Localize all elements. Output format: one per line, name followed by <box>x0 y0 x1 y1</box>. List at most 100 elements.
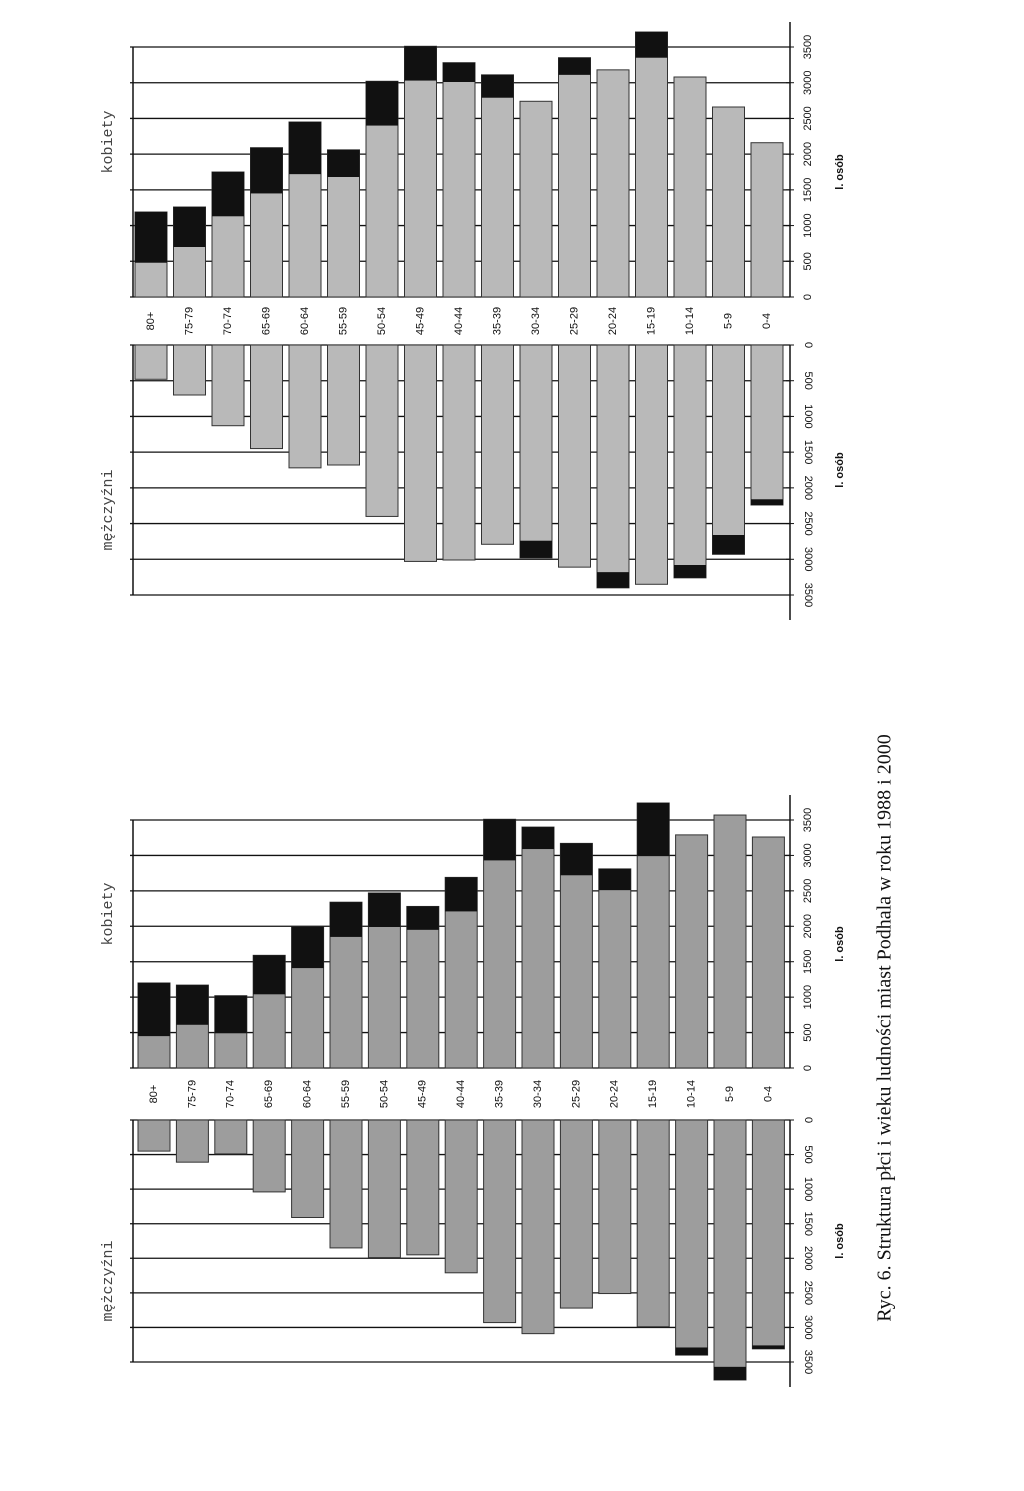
y-tick-label: 1000 <box>802 213 814 237</box>
bar <box>291 1119 325 1218</box>
y-tick-label: 500 <box>802 372 814 390</box>
bar-excess <box>327 149 360 177</box>
category-label: 25-29 <box>568 307 580 335</box>
bar <box>673 344 707 579</box>
y-tick-label: 0 <box>802 1065 814 1071</box>
bar-excess <box>558 57 591 75</box>
bar-excess <box>714 1366 746 1380</box>
bar <box>211 344 245 427</box>
bar <box>329 1119 363 1249</box>
category-label: 55-59 <box>337 307 349 335</box>
bar-excess <box>598 868 631 891</box>
y-tick-label: 3500 <box>802 583 814 607</box>
category-label: 35-39 <box>494 1080 506 1108</box>
y-tick-label: 3000 <box>802 547 814 571</box>
bar <box>481 344 514 545</box>
bar-excess <box>366 81 398 126</box>
category-label: 80+ <box>145 312 157 331</box>
y-tick-label: 2500 <box>802 1281 814 1305</box>
category-label: 75-79 <box>183 307 195 335</box>
category-label: 5-9 <box>724 1086 736 1102</box>
bar <box>442 62 476 298</box>
category-label: 80+ <box>148 1085 160 1104</box>
bar-excess <box>135 212 167 263</box>
bar <box>521 826 555 1069</box>
bar-excess <box>481 74 514 98</box>
bar-excess <box>291 926 324 969</box>
bar <box>596 344 630 589</box>
category-label: 30-34 <box>532 1080 544 1108</box>
axis-unit-label: l. osób <box>834 926 846 962</box>
y-tick-label: 2000 <box>802 1246 814 1270</box>
series-label: kobiety <box>100 110 117 173</box>
bar <box>712 344 745 555</box>
category-label: 20-24 <box>609 1080 621 1108</box>
bar-excess <box>520 540 552 558</box>
bar <box>327 344 360 466</box>
category-label: 15-19 <box>645 307 657 335</box>
category-label: 60-64 <box>299 307 311 335</box>
y-tick-label: 1500 <box>802 949 814 973</box>
y-tick-label: 3000 <box>802 1315 814 1339</box>
y-tick-label: 0 <box>802 294 814 300</box>
y-tick-label: 3000 <box>802 70 814 94</box>
category-label: 0-4 <box>762 1086 774 1102</box>
y-tick-label: 2000 <box>802 142 814 166</box>
category-label: 70-74 <box>225 1080 237 1108</box>
axis-unit-label: l. osób <box>834 154 846 190</box>
bar <box>751 836 785 1069</box>
bar <box>175 1119 209 1163</box>
bar-excess <box>212 172 244 217</box>
bar-excess <box>443 62 475 82</box>
bar-excess <box>751 499 783 505</box>
bar-excess <box>635 32 668 58</box>
y-tick-label: 500 <box>802 1145 814 1163</box>
y-tick-label: 1000 <box>802 985 814 1009</box>
y-tick-label: 500 <box>802 252 814 270</box>
figure-caption: Ryc. 6. Struktura płci i wieku ludności … <box>874 734 896 1321</box>
bar <box>406 1119 440 1256</box>
bar <box>483 1119 517 1324</box>
y-tick-label: 1500 <box>802 178 814 202</box>
bar-excess <box>406 906 439 930</box>
bar <box>250 344 283 450</box>
category-label: 50-54 <box>376 307 388 335</box>
y-tick-label: 1500 <box>802 1211 814 1235</box>
y-tick-label: 3500 <box>802 1350 814 1374</box>
bar-excess <box>752 1345 785 1349</box>
bar-excess <box>674 565 706 578</box>
bar <box>367 1119 401 1259</box>
bar-excess <box>483 819 516 861</box>
series-label: mężczyźni <box>100 1240 117 1321</box>
bar <box>675 1119 709 1356</box>
bar <box>558 344 591 568</box>
category-label: 45-49 <box>414 307 426 335</box>
y-tick-label: 3000 <box>802 843 814 867</box>
bar <box>713 814 747 1069</box>
axis-unit-label: l. osób <box>834 452 846 488</box>
bar-excess <box>250 147 283 194</box>
category-label: 10-14 <box>686 1080 698 1108</box>
y-tick-label: 1500 <box>802 440 814 464</box>
bar <box>713 1119 747 1381</box>
category-label: 45-49 <box>417 1080 429 1108</box>
bar <box>404 344 437 562</box>
y-tick-label: 0 <box>802 1117 814 1123</box>
bar-excess <box>597 572 629 588</box>
bar <box>365 344 399 517</box>
bar <box>635 344 668 585</box>
bar <box>750 142 784 298</box>
category-label: 70-74 <box>222 307 234 335</box>
bar <box>404 45 437 298</box>
y-tick-label: 2500 <box>802 106 814 130</box>
bar <box>712 106 745 298</box>
category-label: 5-9 <box>722 313 734 329</box>
bar <box>598 1119 632 1295</box>
bar-excess <box>712 535 745 555</box>
bar <box>751 1119 785 1350</box>
bar <box>596 69 630 298</box>
category-label: 40-44 <box>455 1080 467 1108</box>
bar <box>675 834 709 1069</box>
bar-excess <box>176 985 209 1025</box>
y-tick-label: 3500 <box>802 808 814 832</box>
